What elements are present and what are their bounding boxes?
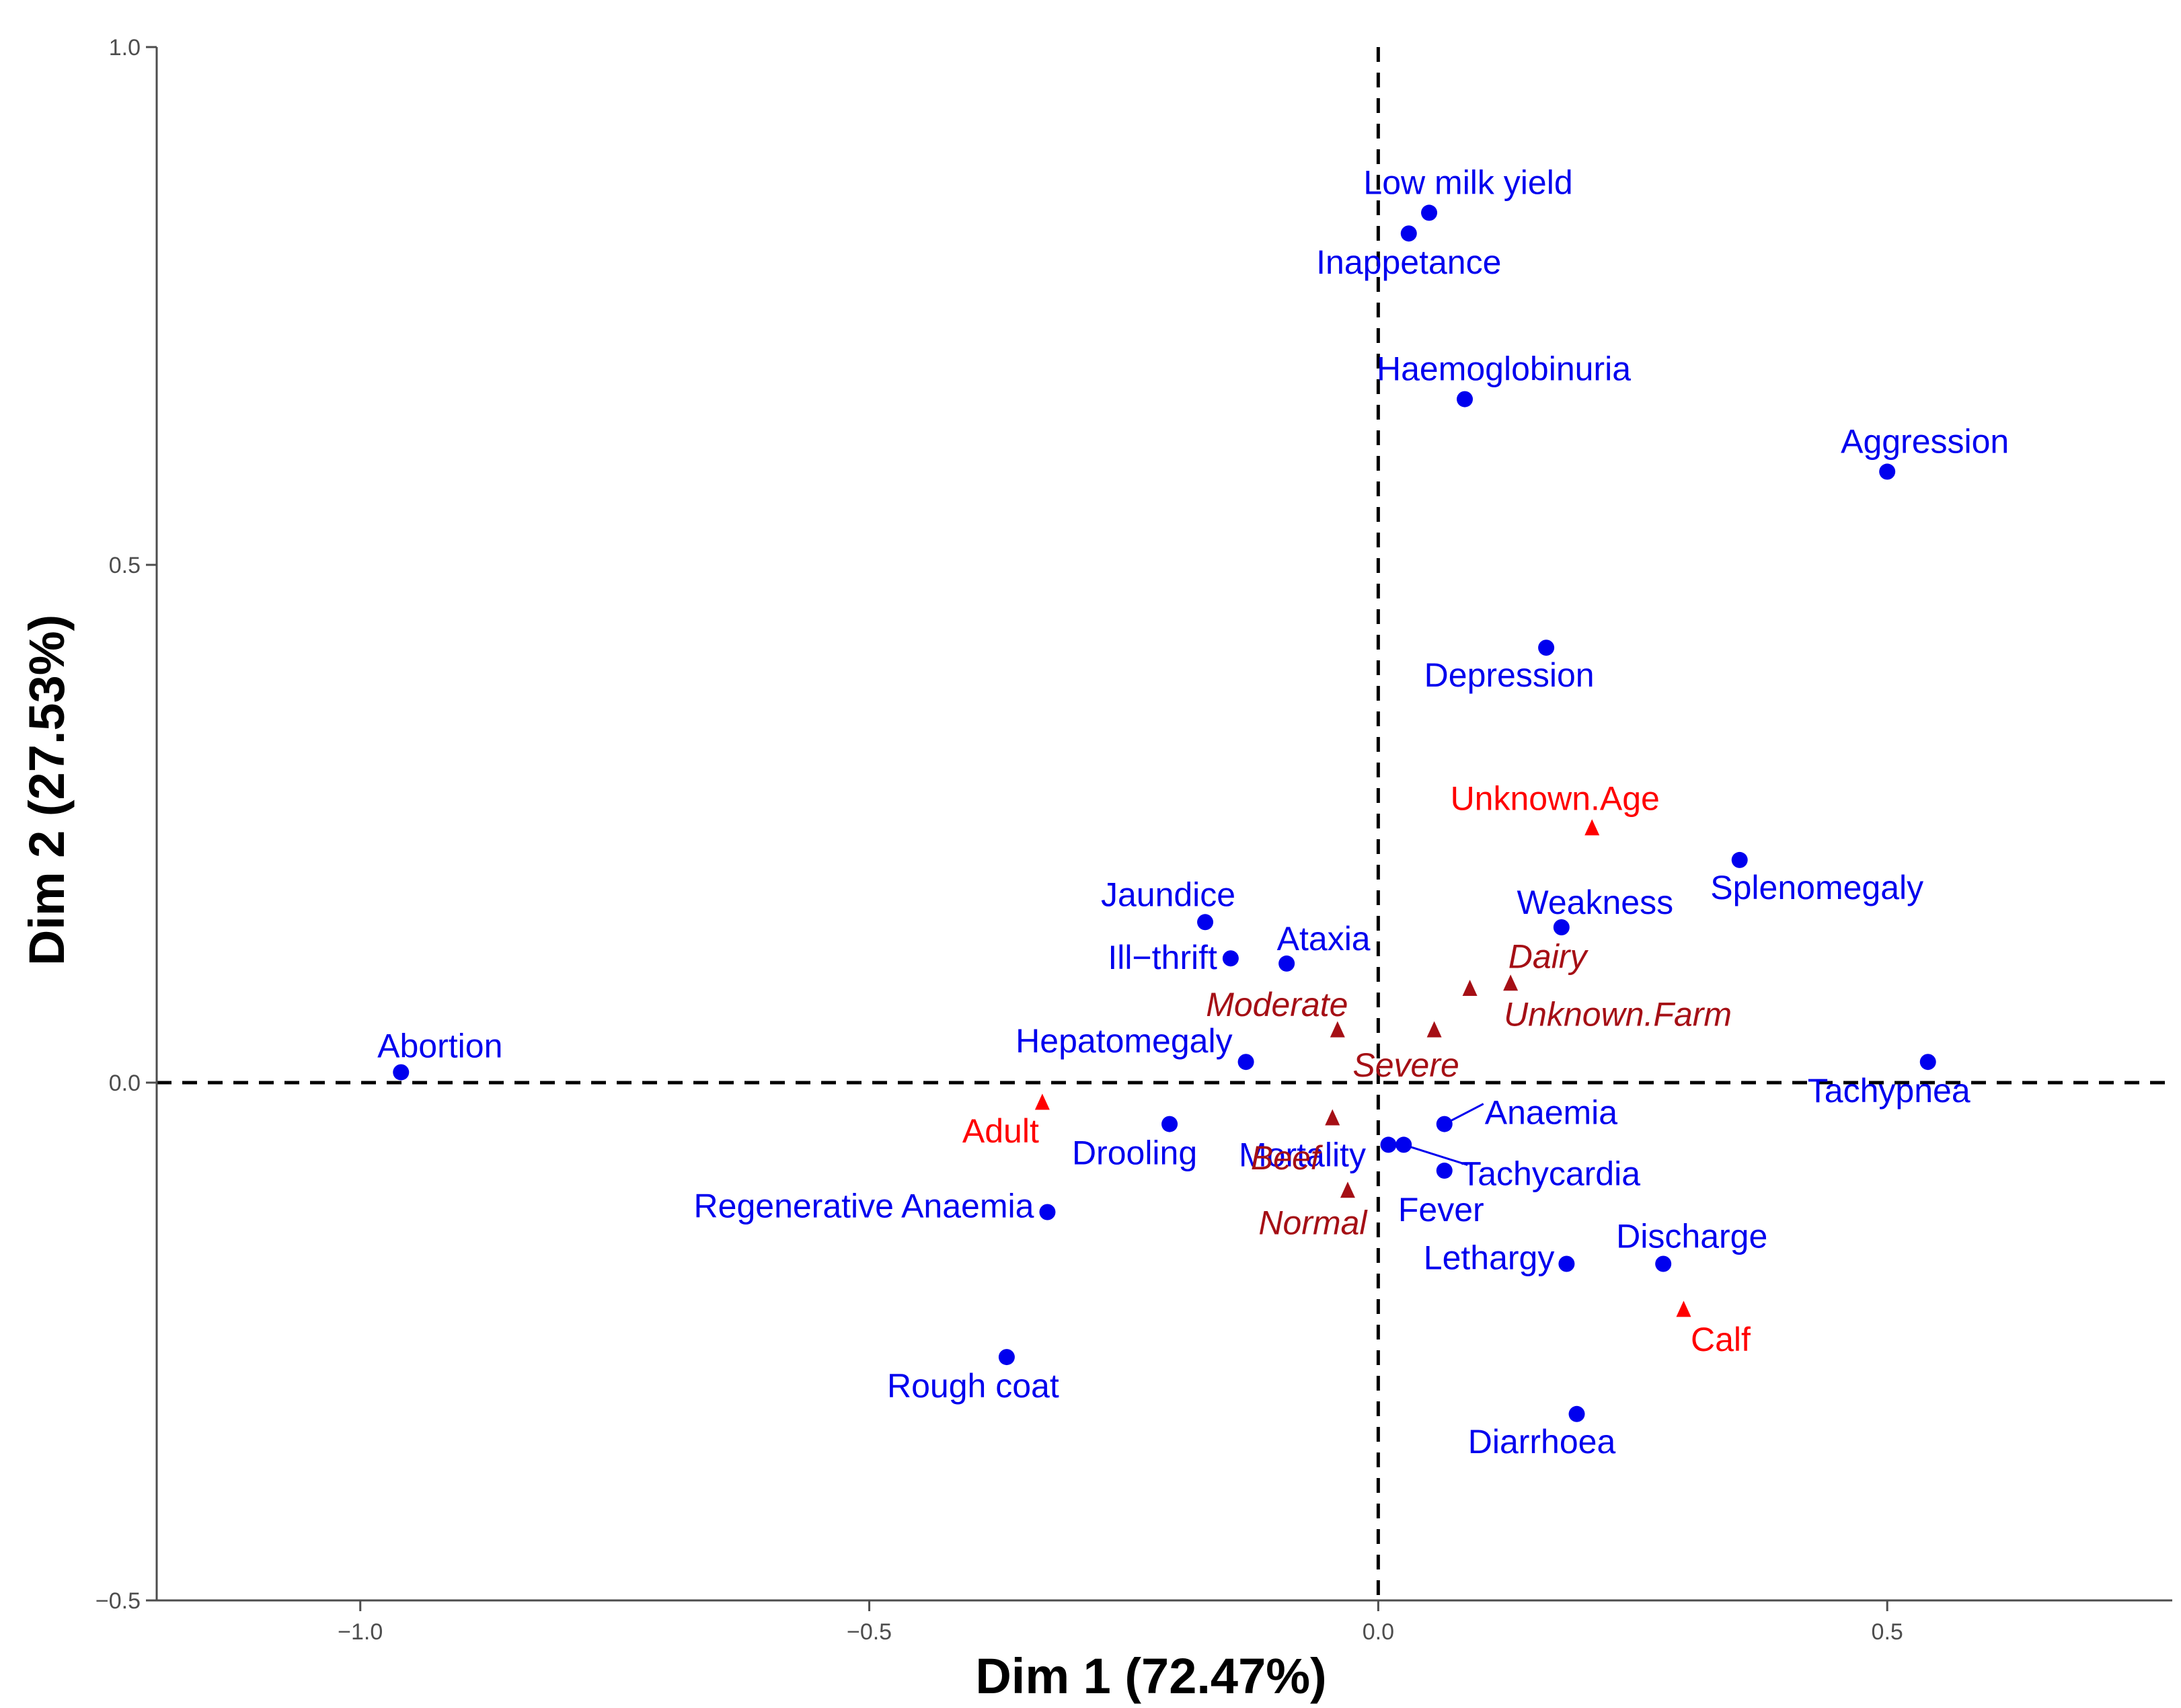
point-dairy (1503, 974, 1519, 991)
label-tachypnea: Tachypnea (1808, 1072, 1970, 1110)
label-tachycardia: Tachycardia (1461, 1155, 1640, 1192)
label-dairy: Dairy (1508, 938, 1589, 976)
leader-line-tachycardia (1403, 1143, 1468, 1166)
point-regenerative-anaemia (1039, 1204, 1056, 1220)
axes: −1.0 −0.5 0.0 0.5 −0.5 0.0 0.5 1.0 (95, 35, 2172, 1645)
point-unknown-farm (1462, 980, 1478, 996)
data-points (393, 204, 1936, 1422)
point-ataxia (1278, 955, 1295, 972)
point-drooling (1161, 1116, 1178, 1132)
label-unknown-farm: Unknown.Farm (1504, 995, 1732, 1033)
label-mortality: Mortality (1239, 1136, 1366, 1173)
label-severe: Severe (1352, 1046, 1459, 1084)
label-ill-thrift: Ill−thrift (1108, 939, 1217, 976)
point-weakness (1553, 919, 1570, 935)
point-fever (1436, 1162, 1453, 1179)
point-depression (1538, 639, 1555, 656)
label-diarrhoea: Diarrhoea (1468, 1423, 1616, 1461)
point-severe (1426, 1021, 1442, 1038)
point-hepatomegaly (1237, 1054, 1254, 1071)
label-weakness: Weakness (1517, 884, 1674, 921)
point-aggression (1879, 463, 1896, 480)
reference-lines (157, 47, 2172, 1600)
label-low-milk-yield: Low milk yield (1363, 163, 1572, 201)
x-tick-label: 0.5 (1872, 1619, 1903, 1645)
y-tick-label: 0.0 (109, 1071, 141, 1096)
y-tick-label: 0.5 (109, 553, 141, 578)
label-calf: Calf (1691, 1321, 1751, 1358)
point-low-milk-yield (1421, 204, 1438, 221)
label-inappetance: Inappetance (1316, 243, 1501, 281)
label-moderate: Moderate (1206, 986, 1348, 1023)
label-adult: Adult (962, 1112, 1039, 1150)
point-inappetance (1400, 225, 1417, 242)
point-mortality (1380, 1136, 1397, 1153)
y-tick-label: −0.5 (95, 1588, 141, 1614)
label-depression: Depression (1424, 656, 1595, 694)
label-hepatomegaly: Hepatomegaly (1016, 1022, 1232, 1060)
point-unknown-age (1584, 819, 1600, 836)
leader-line-anaemia (1444, 1103, 1484, 1125)
point-beef (1325, 1109, 1340, 1126)
point-rough-coat (998, 1349, 1015, 1366)
label-splenomegaly: Splenomegaly (1710, 869, 1923, 906)
label-aggression: Aggression (1841, 422, 2009, 460)
point-haemoglobinuria (1457, 391, 1474, 407)
point-discharge (1655, 1255, 1672, 1272)
point-lethargy (1558, 1255, 1575, 1272)
label-normal: Normal (1258, 1204, 1368, 1242)
x-axis-title: Dim 1 (72.47%) (975, 1648, 1326, 1704)
x-tick-label: −0.5 (847, 1619, 892, 1645)
point-jaundice (1197, 914, 1214, 931)
label-discharge: Discharge (1616, 1218, 1767, 1255)
y-tick-label: 1.0 (109, 35, 141, 61)
y-axis-title: Dim 2 (27.53%) (19, 615, 75, 966)
point-splenomegaly (1731, 851, 1748, 868)
label-fever: Fever (1398, 1191, 1484, 1229)
label-haemoglobinuria: Haemoglobinuria (1377, 350, 1631, 388)
label-beef: Beef (1251, 1139, 1324, 1177)
point-labels: Low milk yield Inappetance Haemoglobinuria… (377, 163, 2009, 1460)
label-abortion: Abortion (377, 1027, 502, 1065)
label-rough-coat: Rough coat (887, 1367, 1059, 1405)
label-ataxia: Ataxia (1277, 920, 1371, 958)
point-tachypnea (1919, 1054, 1936, 1071)
point-diarrhoea (1568, 1405, 1585, 1422)
point-calf (1676, 1301, 1691, 1317)
x-tick-label: −1.0 (338, 1619, 383, 1645)
point-adult (1034, 1093, 1050, 1110)
label-lethargy: Lethargy (1424, 1239, 1555, 1277)
point-ill-thrift (1222, 950, 1239, 967)
point-normal (1340, 1181, 1355, 1198)
point-moderate (1330, 1021, 1345, 1038)
label-anaemia: Anaemia (1485, 1094, 1618, 1132)
label-unknown-age: Unknown.Age (1451, 780, 1660, 818)
point-abortion (393, 1064, 410, 1081)
label-jaundice: Jaundice (1101, 876, 1235, 913)
x-tick-label: 0.0 (1363, 1619, 1394, 1645)
label-regenerative-anaemia: Regenerative Anaemia (694, 1188, 1034, 1225)
label-drooling: Drooling (1072, 1134, 1197, 1172)
